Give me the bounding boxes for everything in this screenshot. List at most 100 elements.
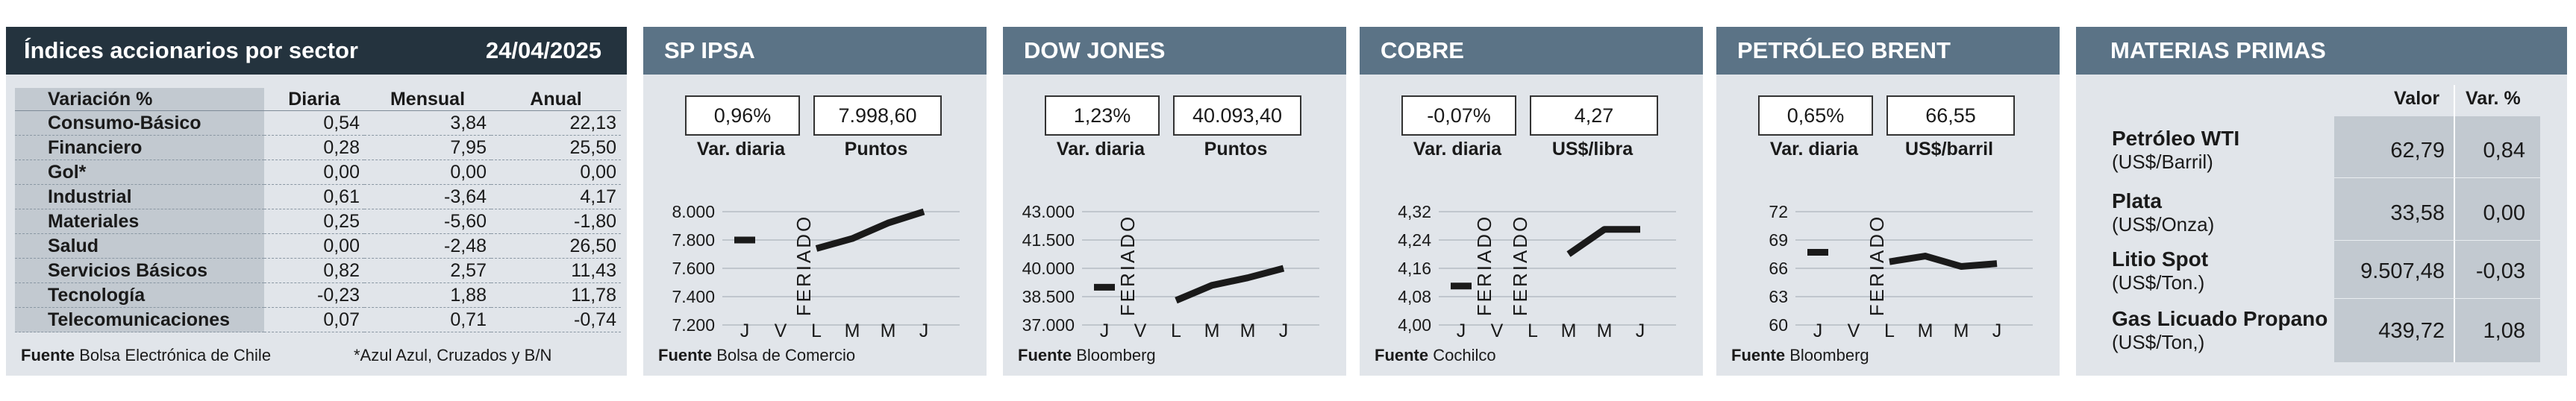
commodity-var: 1,08: [2483, 319, 2525, 343]
series-line: [1889, 253, 1998, 270]
index-source: Fuente Bloomberg: [1731, 346, 1869, 365]
x-tick-label: J: [1100, 321, 1110, 340]
row-separator: [2334, 298, 2540, 299]
y-tick-label: 7.200: [672, 315, 715, 335]
source-label: Fuente: [1731, 346, 1786, 364]
value-diaria: 0,54: [264, 110, 364, 136]
table-row: Tecnología -0,23 1,88 11,78: [15, 282, 621, 308]
sector-header: Índices accionarios por sector 24/04/202…: [6, 27, 627, 75]
value-mensual: 7,95: [364, 135, 491, 160]
var-label: Var. diaria: [696, 139, 786, 160]
sector-name: Consumo-Básico: [15, 110, 264, 136]
x-tick-label: L: [811, 321, 822, 340]
index-title: DOW JONES: [1024, 37, 1166, 63]
x-tick-label: V: [775, 321, 787, 340]
x-tick-label: L: [1884, 321, 1895, 340]
index-panel: SP IPSA 0,96% 7.998,60 Var. diaria Punto…: [643, 27, 987, 376]
value-box: 7.998,60: [813, 95, 942, 136]
holiday-label: FERIADO: [793, 215, 815, 317]
commodities-divider: [2454, 85, 2455, 362]
source-label: Fuente: [21, 346, 75, 364]
value-mensual: 0,71: [364, 307, 491, 332]
y-tick-label: 43.000: [1022, 202, 1075, 221]
value-anual: 11,43: [491, 258, 621, 283]
sector-note: *Azul Azul, Cruzados y B/N: [354, 346, 552, 364]
var-box: 0,65%: [1758, 95, 1873, 136]
x-tick-label: J: [1457, 321, 1466, 340]
line-chart: 43.000 41.500 40.000 38.500 37.000 J V L M M J FERI…: [1022, 202, 1319, 340]
var-label: Var. diaria: [1413, 139, 1502, 160]
sector-table-header: Variación % Diaria Mensual Anual: [15, 88, 621, 111]
x-tick-label: J: [740, 321, 750, 340]
table-row: Financiero 0,28 7,95 25,50: [15, 135, 621, 160]
y-tick-label: 66: [1769, 259, 1788, 278]
col-anual: Anual: [491, 88, 621, 111]
x-tick-label: M: [881, 321, 896, 340]
value-anual: 26,50: [491, 233, 621, 259]
table-row: Materiales 0,25 -5,60 -1,80: [15, 209, 621, 234]
table-row: Consumo-Básico 0,54 3,84 22,13: [15, 110, 621, 136]
sector-name: Servicios Básicos: [15, 258, 264, 283]
table-row: Servicios Básicos 0,82 2,57 11,43: [15, 258, 621, 283]
value-anual: 22,13: [491, 110, 621, 136]
index-source: Fuente Cochilco: [1375, 346, 1496, 365]
x-tick-label: J: [1636, 321, 1645, 340]
series-line: [1566, 226, 1640, 257]
commodity-value: 439,72: [2378, 319, 2445, 343]
x-tick-label: J: [919, 321, 929, 340]
x-tick-label: M: [1204, 321, 1220, 340]
value-box: 4,27: [1530, 95, 1658, 136]
commodity-value: 62,79: [2390, 139, 2445, 162]
holiday-label: FERIADO: [1116, 215, 1139, 317]
index-panel: COBRE -0,07% 4,27 Var. diaria US$/libra …: [1360, 27, 1703, 376]
index-title: SP IPSA: [664, 37, 755, 63]
value-mensual: 1,88: [364, 282, 491, 308]
line-chart: 72 69 66 63 60 J V L M M J FERIADO: [1769, 202, 2033, 340]
index-source: Fuente Bolsa de Comercio: [658, 346, 855, 365]
commodity-var: -0,03: [2475, 259, 2525, 283]
value-diaria: -0,23: [264, 282, 364, 308]
index-panel: DOW JONES 1,23% 40.093,40 Var. diaria Pu…: [1003, 27, 1346, 376]
value-box: 66,55: [1886, 95, 2015, 136]
y-tick-label: 63: [1769, 287, 1788, 306]
index-header: SP IPSA: [643, 27, 987, 75]
sector-name: Industrial: [15, 184, 264, 209]
sector-name: Gol*: [15, 160, 264, 185]
x-tick-label: M: [845, 321, 860, 340]
source-text: Bolsa Electrónica de Chile: [79, 346, 272, 364]
commodities-values-bg: [2334, 116, 2540, 362]
y-tick-label: 4,00: [1398, 315, 1431, 335]
y-tick-label: 41.500: [1022, 230, 1075, 250]
col-mensual: Mensual: [364, 88, 491, 111]
value-anual: 11,78: [491, 282, 621, 308]
source-text: Bolsa de Comercio: [716, 346, 856, 364]
commodity-unit: (US$/Barril): [2112, 151, 2213, 173]
sector-name: Tecnología: [15, 282, 264, 308]
value-diaria: 0,82: [264, 258, 364, 283]
holiday-label: FERIADO: [1866, 215, 1888, 317]
commodity-unit: (US$/Onza): [2112, 213, 2215, 236]
value-label: Puntos: [844, 139, 908, 160]
commodity-value: 9.507,48: [2360, 259, 2445, 283]
y-tick-label: 69: [1769, 230, 1788, 250]
x-tick-label: M: [1918, 321, 1933, 340]
y-tick-label: 60: [1769, 315, 1788, 335]
row-separator: [2334, 240, 2540, 241]
col-diaria: Diaria: [264, 88, 364, 111]
x-tick-label: J: [1279, 321, 1289, 340]
y-tick-label: 8.000: [672, 202, 715, 221]
col-valor: Valor: [2394, 88, 2440, 109]
commodities-header: MATERIAS PRIMAS: [2076, 27, 2567, 75]
value-label: Puntos: [1204, 139, 1268, 160]
commodity-var: 0,84: [2483, 139, 2525, 162]
var-box: -0,07%: [1401, 95, 1516, 136]
commodity-unit: (US$/Ton.): [2112, 271, 2205, 294]
index-panel: PETRÓLEO BRENT 0,65% 66,55 Var. diaria U…: [1716, 27, 2060, 376]
source-label: Fuente: [658, 346, 713, 364]
commodity-value: 33,58: [2390, 201, 2445, 225]
x-tick-label: M: [1954, 321, 1969, 340]
source-text: Cochilco: [1433, 346, 1496, 364]
value-label: US$/libra: [1551, 139, 1634, 160]
value-diaria: 0,00: [264, 160, 364, 185]
y-tick-label: 37.000: [1022, 315, 1075, 335]
